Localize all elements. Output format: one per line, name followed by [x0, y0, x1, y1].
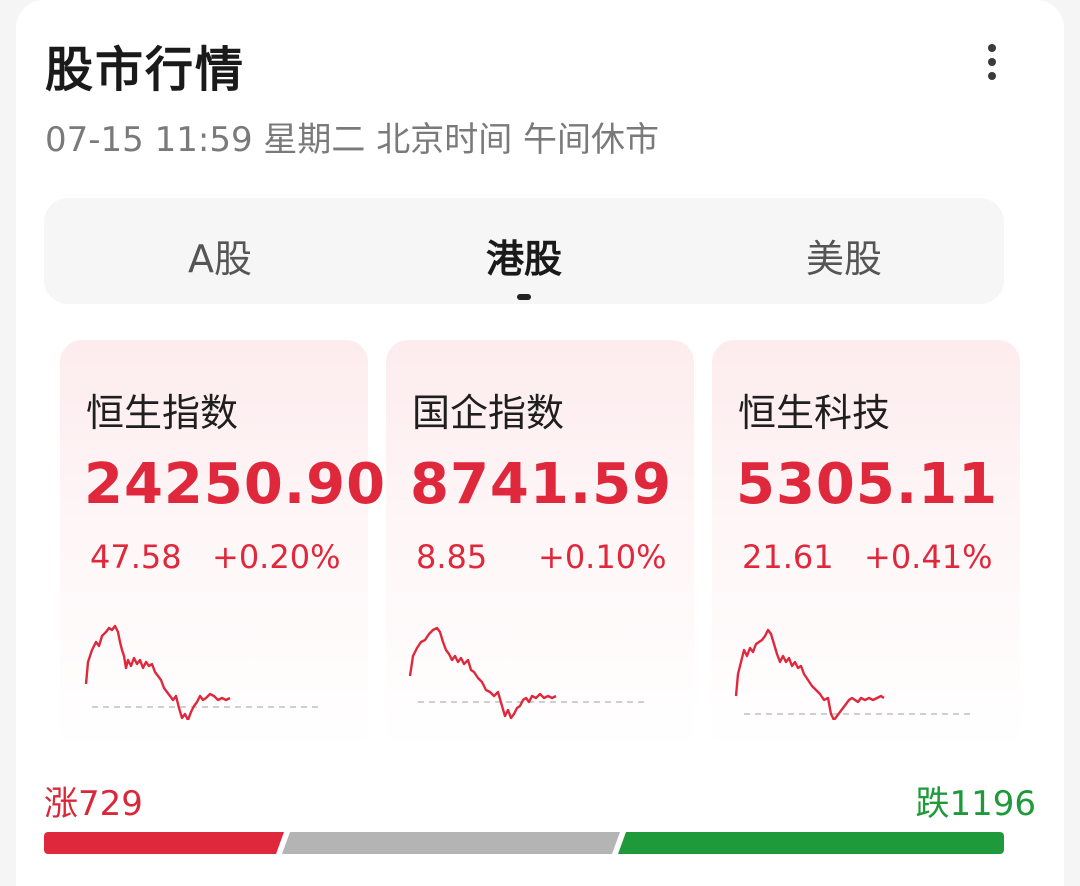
tab-a-shares[interactable]: A股: [188, 237, 252, 281]
rise-count-label: 涨729: [44, 784, 143, 824]
more-vertical-icon[interactable]: [976, 40, 1008, 84]
breadth-rise-segment: [44, 832, 284, 854]
index-change: 47.58: [90, 538, 182, 576]
index-sparkline: [408, 626, 646, 720]
tab-us-shares[interactable]: 美股: [805, 237, 882, 281]
market-status-subtitle: 07-15 11:59 星期二 北京时间 午间休市: [45, 120, 660, 160]
index-card-hscei[interactable]: 国企指数 8741.59 8.85 +0.10%: [386, 340, 694, 750]
market-breadth-bar: [44, 832, 1004, 854]
index-card-hstech[interactable]: 恒生科技 5305.11 21.61 +0.41%: [712, 340, 1020, 750]
breadth-fall-segment: [618, 832, 1004, 854]
tab-hk-shares[interactable]: 港股: [485, 237, 562, 281]
index-percent: +0.10%: [538, 538, 667, 576]
page-title: 股市行情: [45, 42, 246, 98]
index-name: 恒生科技: [738, 391, 891, 435]
index-sparkline: [84, 624, 320, 720]
breadth-flat-segment: [282, 832, 620, 854]
index-percent: +0.20%: [212, 538, 341, 576]
index-value: 24250.90: [84, 452, 387, 517]
market-tabs: A股 港股 美股: [44, 198, 1004, 304]
active-tab-indicator: [517, 294, 531, 300]
index-percent: +0.41%: [864, 538, 993, 576]
index-value: 5305.11: [736, 452, 999, 517]
index-change: 8.85: [416, 538, 488, 576]
index-card-hsi[interactable]: 恒生指数 24250.90 47.58 +0.20%: [60, 340, 385, 750]
index-value: 8741.59: [410, 452, 673, 517]
index-sparkline: [734, 628, 972, 720]
index-name: 恒生指数: [86, 391, 239, 435]
index-change: 21.61: [742, 538, 834, 576]
index-name: 国企指数: [412, 391, 565, 435]
fall-count-label: 跌1196: [915, 784, 1036, 824]
